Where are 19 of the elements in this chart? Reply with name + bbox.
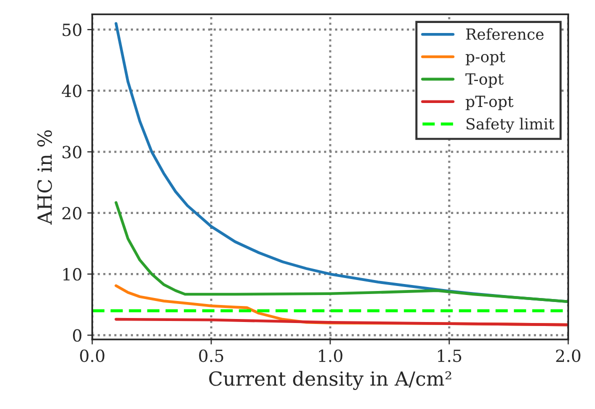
y-axis-title: AHC in % [37, 130, 52, 225]
legend-label: Reference [466, 28, 544, 40]
x-tick-label: 2.0 [556, 349, 580, 362]
legend-label: p-opt [466, 52, 506, 66]
legend-label: T-opt [465, 73, 504, 88]
line-series [114, 201, 568, 303]
x-tick-label: 1.5 [438, 349, 462, 362]
x-tick-label: 1.0 [319, 349, 342, 362]
y-tick-label: 20 [62, 206, 82, 220]
y-tick-label: 0 [73, 329, 82, 342]
y-tick-label: 30 [62, 146, 82, 158]
x-tick-label: 0.5 [199, 349, 224, 362]
x-tick-label: 0.0 [80, 349, 104, 362]
x-axis-title: Current density in A/cm² [209, 370, 452, 390]
y-tick-label: 10 [63, 268, 82, 281]
legend-label: Safety limit [466, 118, 554, 133]
y-tick-label: 50 [62, 24, 82, 36]
legend-label: pT-opt [466, 96, 514, 110]
y-tick-label: 40 [62, 84, 82, 98]
